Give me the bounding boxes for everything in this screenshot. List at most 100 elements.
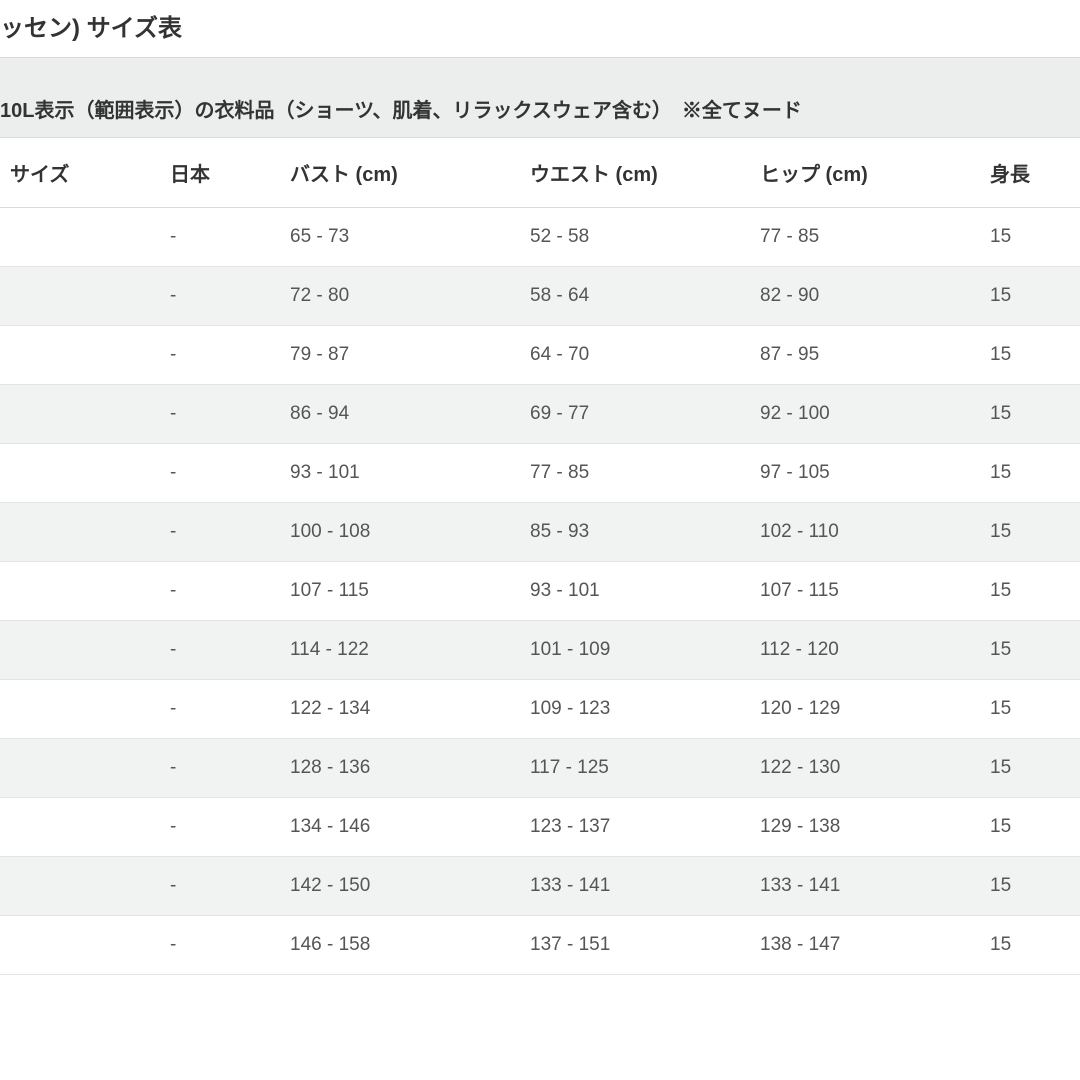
- table-cell: 93 - 101: [520, 562, 750, 621]
- table-cell: 15: [980, 798, 1080, 857]
- table-cell: 15: [980, 916, 1080, 975]
- table-cell: 65 - 73: [280, 208, 520, 267]
- table-cell: -: [160, 326, 280, 385]
- table-cell: 15: [980, 739, 1080, 798]
- table-cell: 82 - 90: [750, 267, 980, 326]
- table-cell: -: [160, 621, 280, 680]
- table-cell: 128 - 136: [280, 739, 520, 798]
- section-header: 10L表示（範囲表示）の衣料品（ショーツ、肌着、リラックスウェア含む） ※全てヌ…: [0, 57, 1080, 138]
- table-cell: [0, 798, 160, 857]
- table-cell: 86 - 94: [280, 385, 520, 444]
- table-cell: 109 - 123: [520, 680, 750, 739]
- table-cell: 15: [980, 267, 1080, 326]
- table-cell: -: [160, 916, 280, 975]
- table-cell: 64 - 70: [520, 326, 750, 385]
- table-row: -79 - 8764 - 7087 - 9515: [0, 326, 1080, 385]
- table-cell: 134 - 146: [280, 798, 520, 857]
- table-cell: [0, 208, 160, 267]
- table-cell: 112 - 120: [750, 621, 980, 680]
- table-cell: 114 - 122: [280, 621, 520, 680]
- table-cell: 146 - 158: [280, 916, 520, 975]
- table-cell: -: [160, 267, 280, 326]
- table-cell: -: [160, 798, 280, 857]
- table-cell: [0, 267, 160, 326]
- table-cell: -: [160, 680, 280, 739]
- table-cell: 52 - 58: [520, 208, 750, 267]
- table-row: -142 - 150133 - 141133 - 14115: [0, 857, 1080, 916]
- col-header-bust: バスト (cm): [280, 138, 520, 208]
- table-cell: 123 - 137: [520, 798, 750, 857]
- table-cell: 138 - 147: [750, 916, 980, 975]
- table-cell: 93 - 101: [280, 444, 520, 503]
- table-cell: 15: [980, 385, 1080, 444]
- table-cell: 15: [980, 621, 1080, 680]
- table-cell: 107 - 115: [750, 562, 980, 621]
- table-row: -65 - 7352 - 5877 - 8515: [0, 208, 1080, 267]
- table-cell: [0, 680, 160, 739]
- table-cell: [0, 621, 160, 680]
- table-cell: -: [160, 444, 280, 503]
- table-row: -122 - 134109 - 123120 - 12915: [0, 680, 1080, 739]
- table-cell: 85 - 93: [520, 503, 750, 562]
- table-cell: -: [160, 739, 280, 798]
- table-cell: [0, 444, 160, 503]
- table-cell: 122 - 130: [750, 739, 980, 798]
- table-cell: 72 - 80: [280, 267, 520, 326]
- table-cell: [0, 739, 160, 798]
- table-cell: -: [160, 208, 280, 267]
- table-header-row: サイズ 日本 バスト (cm) ウエスト (cm) ヒップ (cm) 身長: [0, 138, 1080, 208]
- table-row: -107 - 11593 - 101107 - 11515: [0, 562, 1080, 621]
- table-row: -100 - 10885 - 93102 - 11015: [0, 503, 1080, 562]
- table-row: -128 - 136117 - 125122 - 13015: [0, 739, 1080, 798]
- table-cell: 107 - 115: [280, 562, 520, 621]
- table-cell: 102 - 110: [750, 503, 980, 562]
- table-cell: 77 - 85: [520, 444, 750, 503]
- table-cell: 129 - 138: [750, 798, 980, 857]
- table-cell: 120 - 129: [750, 680, 980, 739]
- table-row: -86 - 9469 - 7792 - 10015: [0, 385, 1080, 444]
- table-cell: 15: [980, 444, 1080, 503]
- table-cell: 101 - 109: [520, 621, 750, 680]
- page-title: ッセン) サイズ表: [0, 0, 1080, 57]
- table-cell: 92 - 100: [750, 385, 980, 444]
- table-row: -146 - 158137 - 151138 - 14715: [0, 916, 1080, 975]
- table-cell: 15: [980, 503, 1080, 562]
- table-cell: 15: [980, 562, 1080, 621]
- table-row: -134 - 146123 - 137129 - 13815: [0, 798, 1080, 857]
- table-cell: -: [160, 857, 280, 916]
- table-cell: 58 - 64: [520, 267, 750, 326]
- col-header-waist: ウエスト (cm): [520, 138, 750, 208]
- table-cell: 133 - 141: [750, 857, 980, 916]
- table-cell: 100 - 108: [280, 503, 520, 562]
- table-cell: 122 - 134: [280, 680, 520, 739]
- table-cell: 79 - 87: [280, 326, 520, 385]
- col-header-size: サイズ: [0, 138, 160, 208]
- table-cell: 87 - 95: [750, 326, 980, 385]
- table-row: -114 - 122101 - 109112 - 12015: [0, 621, 1080, 680]
- col-header-height: 身長: [980, 138, 1080, 208]
- table-cell: 133 - 141: [520, 857, 750, 916]
- table-cell: [0, 385, 160, 444]
- col-header-japan: 日本: [160, 138, 280, 208]
- table-cell: 15: [980, 680, 1080, 739]
- table-cell: 117 - 125: [520, 739, 750, 798]
- table-cell: 77 - 85: [750, 208, 980, 267]
- table-cell: 15: [980, 208, 1080, 267]
- table-cell: [0, 857, 160, 916]
- table-cell: [0, 326, 160, 385]
- table-row: -72 - 8058 - 6482 - 9015: [0, 267, 1080, 326]
- table-cell: -: [160, 562, 280, 621]
- table-cell: -: [160, 503, 280, 562]
- table-cell: [0, 916, 160, 975]
- table-cell: 69 - 77: [520, 385, 750, 444]
- table-cell: 15: [980, 326, 1080, 385]
- table-cell: 97 - 105: [750, 444, 980, 503]
- section-title: 10L表示（範囲表示）の衣料品（ショーツ、肌着、リラックスウェア含む） ※全てヌ…: [0, 72, 1080, 123]
- table-cell: [0, 503, 160, 562]
- table-cell: -: [160, 385, 280, 444]
- table-cell: [0, 562, 160, 621]
- table-row: -93 - 10177 - 8597 - 10515: [0, 444, 1080, 503]
- table-cell: 137 - 151: [520, 916, 750, 975]
- table-cell: 15: [980, 857, 1080, 916]
- size-table: サイズ 日本 バスト (cm) ウエスト (cm) ヒップ (cm) 身長 -6…: [0, 138, 1080, 975]
